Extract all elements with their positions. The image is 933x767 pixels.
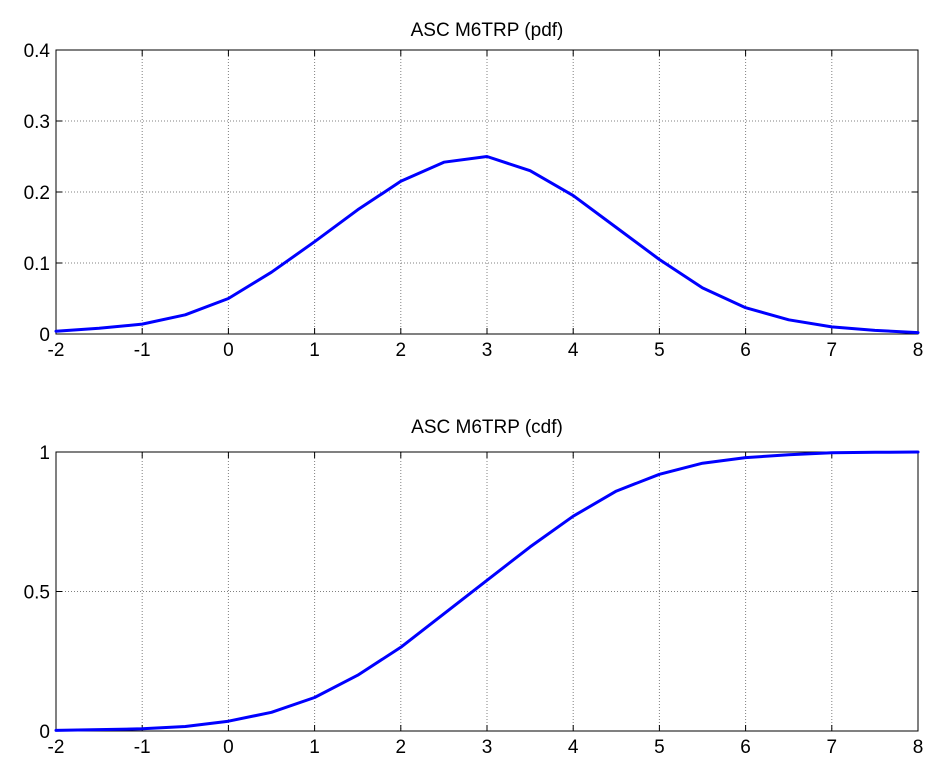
cdf-x-tick-label: 8 xyxy=(913,737,924,758)
cdf-y-tick-label: 0.5 xyxy=(24,583,50,604)
pdf-x-tick-label: 8 xyxy=(913,340,924,361)
pdf-series-line xyxy=(54,155,920,335)
cdf-series-line xyxy=(54,450,920,732)
cdf-x-tick-label: 0 xyxy=(223,737,234,758)
pdf-y-tick-label: 0.1 xyxy=(24,254,50,275)
cdf-x-tick-label: 7 xyxy=(827,737,838,758)
pdf-y-tick-label: 0.4 xyxy=(24,41,51,62)
pdf-x-tick-label: 1 xyxy=(309,340,320,361)
cdf-y-tick-label: 0 xyxy=(39,722,50,743)
cdf-x-tick-label: 4 xyxy=(568,737,579,758)
pdf-subplot: ASC M6TRP (pdf) -2 -1 0 1 2 3 4 5 6 7 8 0 0.1 0.2 0.3 0… xyxy=(24,20,924,361)
pdf-x-tick-label: 5 xyxy=(654,340,665,361)
pdf-y-tick-label: 0 xyxy=(39,325,50,346)
cdf-y-tick-label: 1 xyxy=(39,443,50,464)
pdf-x-tick-label: -1 xyxy=(134,340,151,361)
pdf-x-tick-label: 6 xyxy=(740,340,751,361)
cdf-x-tick-label: -1 xyxy=(134,737,151,758)
pdf-y-tick-label: 0.2 xyxy=(24,183,50,204)
pdf-y-tick-label: 0.3 xyxy=(24,112,50,133)
cdf-x-tick-label: 6 xyxy=(740,737,751,758)
pdf-x-tick-label: 7 xyxy=(827,340,838,361)
pdf-x-tick-label: 2 xyxy=(396,340,407,361)
cdf-chart-title: ASC M6TRP (cdf) xyxy=(411,417,563,438)
cdf-x-tick-label: 3 xyxy=(482,737,493,758)
cdf-x-tick-label: -2 xyxy=(48,737,65,758)
cdf-x-tick-label: 5 xyxy=(654,737,665,758)
cdf-x-tick-label: 1 xyxy=(309,737,320,758)
pdf-x-tick-label: 4 xyxy=(568,340,579,361)
pdf-x-tick-label: 0 xyxy=(223,340,234,361)
cdf-subplot: ASC M6TRP (cdf) -2 -1 0 1 2 3 4 5 6 7 8 0 0.5 1 xyxy=(24,417,924,758)
pdf-chart-title: ASC M6TRP (pdf) xyxy=(411,20,564,41)
pdf-x-tick-label: 3 xyxy=(482,340,493,361)
pdf-x-tick-label: -2 xyxy=(48,340,65,361)
cdf-x-tick-label: 2 xyxy=(396,737,407,758)
